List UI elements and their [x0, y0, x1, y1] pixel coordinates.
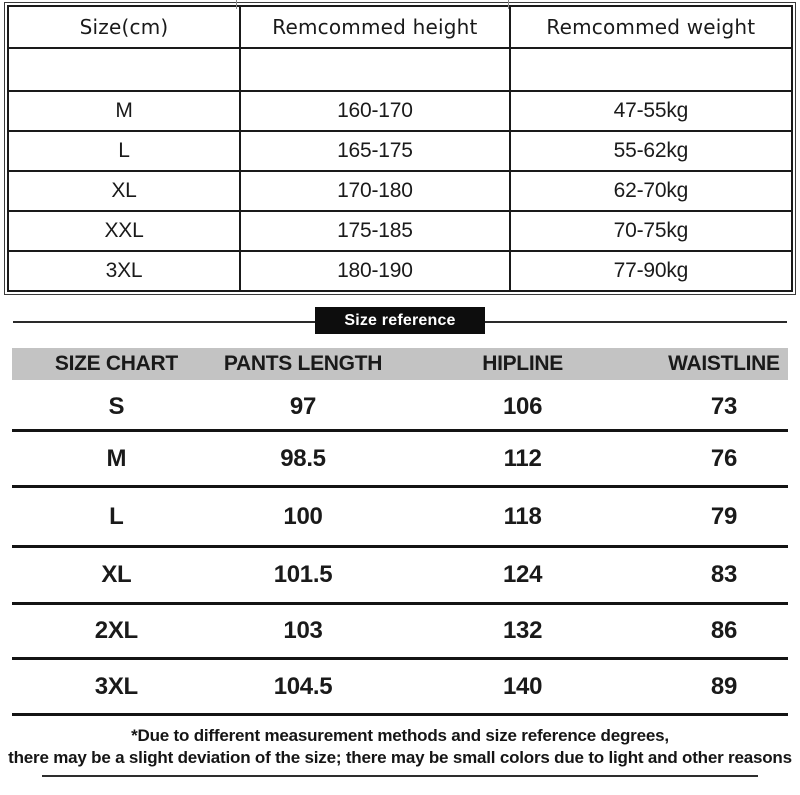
pants-length-cell: 97 [289, 392, 317, 420]
pants-length-cell: 100 [283, 502, 323, 530]
waistline-cell: 79 [710, 502, 737, 530]
size-chart-section: SIZE CHART PANTS LENGTH HIPLINE WAISTLIN… [12, 348, 788, 716]
table-cell [508, 47, 794, 92]
table-header-row: Size(cm) Remcommed height Remcommed weig… [6, 5, 794, 49]
recommended-size-table-border: Size(cm) Remcommed height Remcommed weig… [4, 2, 796, 295]
waistline-cell: 89 [710, 672, 737, 700]
waistline-cell: 83 [710, 561, 737, 588]
size-chart-row: S 97 106 73 [12, 384, 788, 432]
weight-cell: 62-70kg [508, 170, 794, 212]
height-cell: 170-180 [239, 170, 511, 212]
table-row: L 165-175 55-62kg [6, 130, 794, 172]
table-row: 3XL 180-190 77-90kg [6, 250, 794, 292]
hipline-cell: 118 [503, 502, 542, 530]
size-cell: L [109, 502, 124, 530]
table-row: XL 170-180 62-70kg [6, 170, 794, 212]
hipline-cell: 140 [503, 672, 543, 700]
column-header-pants-length: PANTS LENGTH [223, 352, 383, 375]
table-row-empty [6, 47, 794, 92]
size-chart-row: 2XL 103 132 86 [12, 605, 788, 660]
size-cell: XL [101, 561, 132, 588]
waistline-cell: 76 [710, 444, 737, 472]
height-cell: 165-175 [239, 130, 511, 172]
pants-length-cell: 98.5 [280, 444, 326, 472]
size-cell: 3XL [94, 672, 138, 700]
size-cell: S [108, 392, 125, 420]
height-cell: 160-170 [239, 90, 511, 132]
hipline-cell: 106 [503, 392, 543, 420]
bottom-divider-line [42, 775, 758, 778]
size-chart-row: M 98.5 112 76 [12, 432, 788, 488]
gridline-tick [236, 0, 237, 9]
disclaimer-text: *Due to different measurement methods an… [0, 725, 800, 769]
table-cell [6, 47, 242, 92]
pants-length-cell: 104.5 [273, 672, 333, 700]
hipline-cell: 124 [503, 561, 543, 588]
height-cell: 180-190 [239, 250, 511, 292]
size-cell: XXL [6, 210, 242, 252]
waistline-cell: 73 [710, 392, 737, 420]
column-header-weight: Remcommed weight [508, 5, 794, 49]
table-row: XXL 175-185 70-75kg [6, 210, 794, 252]
column-header-waistline: WAISTLINE [668, 352, 780, 375]
size-cell: 2XL [94, 617, 138, 644]
column-header-size: Size(cm) [6, 5, 242, 49]
size-chart-row: XL 101.5 124 83 [12, 548, 788, 605]
column-header-hipline: HIPLINE [482, 352, 563, 375]
table-row: M 160-170 47-55kg [6, 90, 794, 132]
waistline-cell: 86 [710, 617, 737, 644]
pants-length-cell: 103 [283, 617, 323, 644]
size-cell: XL [6, 170, 242, 212]
size-cell: M [106, 444, 127, 472]
weight-cell: 55-62kg [508, 130, 794, 172]
weight-cell: 77-90kg [508, 250, 794, 292]
hipline-cell: 112 [503, 444, 542, 472]
recommended-size-table: Size(cm) Remcommed height Remcommed weig… [6, 5, 794, 292]
pants-length-cell: 101.5 [273, 561, 333, 588]
size-chart-header-row: SIZE CHART PANTS LENGTH HIPLINE WAISTLIN… [12, 348, 788, 380]
gridline-tick [508, 0, 509, 9]
disclaimer-line-2: there may be a slight deviation of the s… [8, 748, 792, 768]
table-cell [239, 47, 511, 92]
size-reference-divider: Size reference [0, 295, 800, 335]
recommended-size-table-section: Size(cm) Remcommed height Remcommed weig… [4, 0, 796, 295]
hipline-cell: 132 [503, 617, 543, 644]
size-cell: L [6, 130, 242, 172]
size-chart-row: L 100 118 79 [12, 488, 788, 548]
size-chart-row: 3XL 104.5 140 89 [12, 660, 788, 716]
size-cell: 3XL [6, 250, 242, 292]
column-header-height: Remcommed height [239, 5, 511, 49]
weight-cell: 47-55kg [508, 90, 794, 132]
size-reference-badge: Size reference [315, 307, 485, 334]
weight-cell: 70-75kg [508, 210, 794, 252]
column-header-size-chart: SIZE CHART [54, 352, 178, 375]
height-cell: 175-185 [239, 210, 511, 252]
size-cell: M [6, 90, 242, 132]
disclaimer-line-1: *Due to different measurement methods an… [131, 726, 669, 745]
